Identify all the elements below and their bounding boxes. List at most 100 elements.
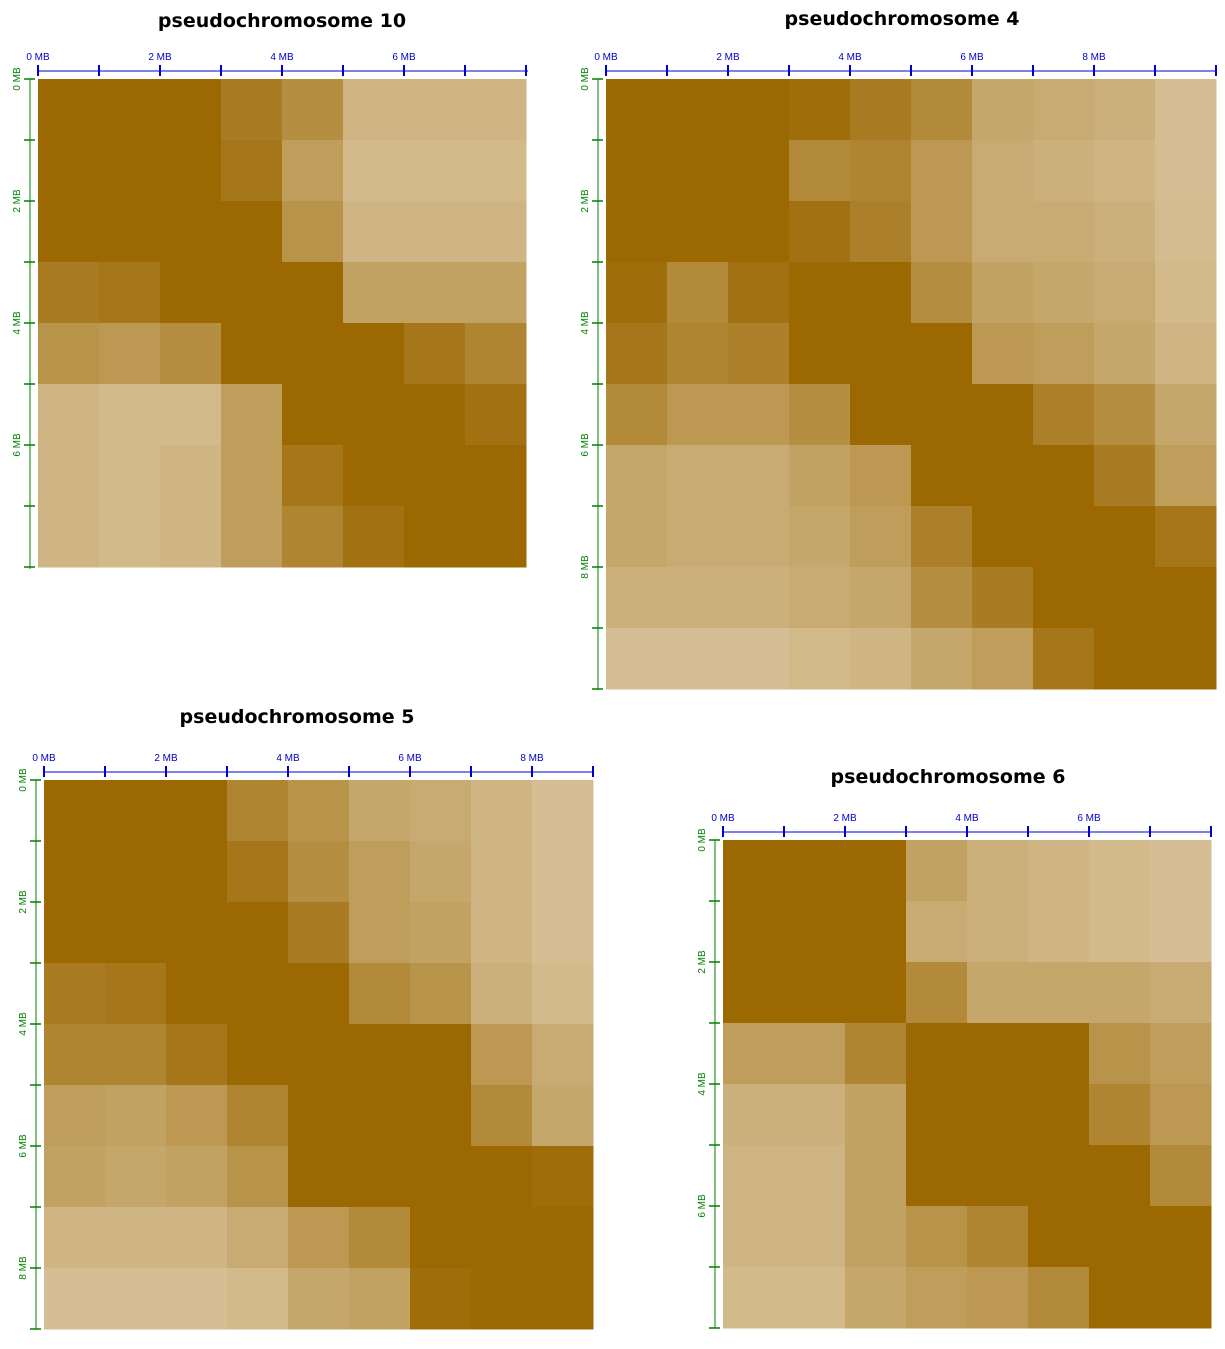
heatmap-cell <box>845 1023 907 1085</box>
heatmap-cell <box>221 79 283 141</box>
heatmap-cell <box>1028 1023 1090 1085</box>
heatmap-cell <box>911 201 973 263</box>
heatmap-cell <box>1033 323 1095 385</box>
heatmap-cell <box>1089 962 1151 1024</box>
heatmap-cell <box>723 962 785 1024</box>
heatmap-cell <box>410 1268 472 1330</box>
heatmap-cell <box>911 567 973 629</box>
heatmap-cell <box>906 1267 968 1329</box>
heatmap-cell <box>967 1023 1029 1085</box>
heatmap-cell <box>784 1145 846 1207</box>
heatmap-cell <box>972 262 1034 324</box>
heatmap-cell <box>789 140 851 202</box>
heatmap-cell <box>99 79 161 141</box>
heatmap-cell <box>404 445 466 507</box>
heatmap-cell <box>850 384 912 446</box>
heatmap-cell <box>667 140 729 202</box>
x-tick-label: 2 MB <box>148 52 172 63</box>
y-tick-label: 0 MB <box>12 67 23 91</box>
heatmap-cell <box>221 262 283 324</box>
heatmap-cell <box>967 1206 1029 1268</box>
x-tick-label: 6 MB <box>960 52 984 63</box>
x-tick-label: 4 MB <box>838 52 862 63</box>
heatmap-cell <box>1033 262 1095 324</box>
heatmap-cell <box>349 1024 411 1086</box>
heatmap-cell <box>1033 445 1095 507</box>
heatmap-cell <box>227 1085 289 1147</box>
heatmap-cell <box>906 1023 968 1085</box>
heatmap-cell <box>44 841 106 903</box>
heatmap-cell <box>471 963 533 1025</box>
heatmap-cell <box>850 445 912 507</box>
heatmap-cell <box>1028 1206 1090 1268</box>
heatmap-cell <box>288 1268 350 1330</box>
heatmap-cell <box>606 445 668 507</box>
x-tick-label: 6 MB <box>1077 813 1101 824</box>
heatmap-cell <box>349 1207 411 1269</box>
heatmap-cell <box>1150 1145 1212 1207</box>
heatmap-cell <box>221 201 283 263</box>
heatmap-cell <box>850 140 912 202</box>
heatmap-cell <box>667 628 729 690</box>
heatmap-cell <box>343 445 405 507</box>
heatmap-cell <box>410 963 472 1025</box>
heatmap-cell <box>343 79 405 141</box>
heatmap-cell <box>972 567 1034 629</box>
heatmap-cell <box>282 262 344 324</box>
heatmap-cell <box>606 628 668 690</box>
heatmap-cell <box>1033 201 1095 263</box>
heatmap-cell <box>845 901 907 963</box>
heatmap-cell <box>349 780 411 842</box>
heatmap-svg: 0 MB 2 MB 4 MB 6 MB 0 MB 2 MB 4 MB 6 MB <box>697 813 1212 1329</box>
heatmap-cell <box>404 262 466 324</box>
heatmap-cell <box>227 841 289 903</box>
heatmap-cell <box>667 506 729 568</box>
heatmap-cell <box>349 1268 411 1330</box>
heatmap-cell <box>343 384 405 446</box>
y-tick-label: 8 MB <box>580 555 591 579</box>
heatmap-cell <box>410 902 472 964</box>
heatmap-cell <box>728 628 790 690</box>
heatmap-cell <box>723 1145 785 1207</box>
x-tick-label: 4 MB <box>955 813 979 824</box>
heatmap-cell <box>606 140 668 202</box>
heatmap-cell <box>845 840 907 902</box>
heatmap-cell <box>99 201 161 263</box>
heatmap-cell <box>972 628 1034 690</box>
x-tick-label: 2 MB <box>154 753 178 764</box>
heatmap-cell <box>1155 323 1217 385</box>
y-tick-label: 2 MB <box>580 189 591 213</box>
heatmap-cell <box>789 445 851 507</box>
heatmap-cell <box>1155 567 1217 629</box>
heatmap-cell <box>105 1024 167 1086</box>
heatmap-cell <box>99 323 161 385</box>
heatmap-cell <box>105 841 167 903</box>
heatmap-cell <box>789 201 851 263</box>
heatmap-cell <box>404 79 466 141</box>
y-tick-label: 2 MB <box>697 950 708 974</box>
heatmap-svg: 0 MB 2 MB 4 MB 6 MB 8 MB 0 MB 2 MB 4 MB 6 MB 8 MB <box>18 753 594 1330</box>
x-tick-label: 8 MB <box>520 753 544 764</box>
heatmap-cell <box>850 201 912 263</box>
y-tick-label: 4 MB <box>12 311 23 335</box>
heatmap-cell <box>606 506 668 568</box>
heatmap-cell <box>288 1024 350 1086</box>
heatmap-cell <box>789 506 851 568</box>
x-tick-label: 6 MB <box>398 753 422 764</box>
heatmap-cell <box>728 567 790 629</box>
heatmap-cell <box>728 262 790 324</box>
heatmap-cell <box>1094 323 1156 385</box>
heatmap-cell <box>99 140 161 202</box>
heatmap-cell <box>784 1206 846 1268</box>
heatmap-cell <box>789 262 851 324</box>
heatmap-cell <box>1094 140 1156 202</box>
heatmap-cell <box>471 1024 533 1086</box>
heatmap-cell <box>221 384 283 446</box>
heatmap-cell <box>967 901 1029 963</box>
heatmap-cell <box>471 841 533 903</box>
heatmap-cell <box>343 323 405 385</box>
heatmap-cell <box>410 841 472 903</box>
heatmap-cell <box>160 79 222 141</box>
heatmap-cell <box>1094 506 1156 568</box>
chart-title: pseudochromosome 10 <box>157 10 407 32</box>
